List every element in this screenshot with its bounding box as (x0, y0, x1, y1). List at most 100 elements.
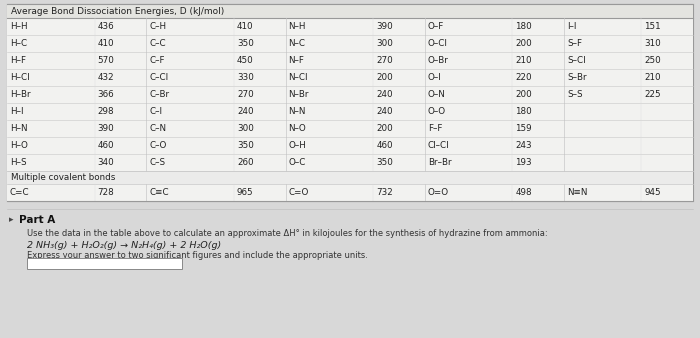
Text: 200: 200 (376, 124, 393, 133)
Bar (7, 120, 693, 137)
Text: C–I: C–I (149, 107, 162, 116)
Bar (7, 69, 693, 86)
Text: O–C: O–C (288, 158, 306, 167)
Text: Express your answer to two significant figures and include the appropriate units: Express your answer to two significant f… (27, 251, 368, 261)
Text: 436: 436 (98, 22, 114, 31)
Text: C–N: C–N (149, 124, 167, 133)
Text: O–I: O–I (428, 73, 442, 82)
Text: 298: 298 (98, 107, 114, 116)
Text: 350: 350 (376, 158, 393, 167)
Text: 300: 300 (376, 39, 393, 48)
Bar (7, 184, 693, 201)
Text: S–Cl: S–Cl (567, 56, 586, 65)
Text: 350: 350 (237, 141, 254, 150)
Text: N–Br: N–Br (288, 90, 309, 99)
Text: 728: 728 (98, 188, 114, 197)
Bar (7, 86, 693, 103)
Text: 732: 732 (376, 188, 393, 197)
Text: H–Cl: H–Cl (10, 73, 29, 82)
Text: C=C: C=C (10, 188, 29, 197)
Text: Br–Br: Br–Br (428, 158, 452, 167)
Text: C–Cl: C–Cl (149, 73, 169, 82)
Text: N–Cl: N–Cl (288, 73, 308, 82)
Text: 180: 180 (515, 22, 532, 31)
Text: 193: 193 (515, 158, 532, 167)
Text: 310: 310 (645, 39, 662, 48)
Text: C–H: C–H (149, 22, 167, 31)
Text: 460: 460 (376, 141, 393, 150)
Text: 260: 260 (237, 158, 253, 167)
Text: 159: 159 (515, 124, 532, 133)
Bar (7, 103, 693, 120)
Text: S–S: S–S (567, 90, 582, 99)
Text: 300: 300 (237, 124, 254, 133)
Text: 498: 498 (515, 188, 532, 197)
Text: H–I: H–I (10, 107, 24, 116)
Text: O=O: O=O (428, 188, 449, 197)
Text: C=O: C=O (288, 188, 309, 197)
Text: H–Br: H–Br (10, 90, 31, 99)
Bar (7, 4, 693, 201)
Text: N–N: N–N (288, 107, 306, 116)
Text: C–F: C–F (149, 56, 164, 65)
Text: C–C: C–C (149, 39, 166, 48)
Bar (7, 154, 693, 171)
Text: 460: 460 (98, 141, 114, 150)
Text: 570: 570 (98, 56, 115, 65)
Text: C–S: C–S (149, 158, 165, 167)
Text: N–H: N–H (288, 22, 306, 31)
Text: 945: 945 (645, 188, 661, 197)
Text: 200: 200 (515, 90, 532, 99)
Text: 240: 240 (376, 90, 393, 99)
Text: 410: 410 (237, 22, 253, 31)
Text: C–Br: C–Br (149, 90, 169, 99)
Text: 210: 210 (645, 73, 661, 82)
Text: 410: 410 (98, 39, 114, 48)
Text: F–F: F–F (428, 124, 442, 133)
Text: 340: 340 (98, 158, 114, 167)
Text: 366: 366 (98, 90, 114, 99)
Text: N–F: N–F (288, 56, 304, 65)
Text: 965: 965 (237, 188, 253, 197)
Bar (7, 18, 693, 35)
Text: N–C: N–C (288, 39, 305, 48)
Text: Part A: Part A (19, 215, 55, 225)
Text: Multiple covalent bonds: Multiple covalent bonds (11, 173, 116, 182)
Bar (7, 137, 693, 154)
Text: O–H: O–H (288, 141, 307, 150)
Bar (27, 258, 182, 269)
Text: 450: 450 (237, 56, 253, 65)
Text: I–I: I–I (567, 22, 576, 31)
Text: S–Br: S–Br (567, 73, 587, 82)
Text: O–O: O–O (428, 107, 446, 116)
Text: H–S: H–S (10, 158, 27, 167)
Text: 220: 220 (515, 73, 532, 82)
Bar (7, 4, 693, 18)
Text: 390: 390 (376, 22, 393, 31)
Text: 350: 350 (237, 39, 254, 48)
Text: Cl–Cl: Cl–Cl (428, 141, 449, 150)
Text: H–N: H–N (10, 124, 27, 133)
Text: 240: 240 (237, 107, 253, 116)
Text: 330: 330 (237, 73, 254, 82)
Text: ▸: ▸ (9, 216, 13, 224)
Text: 240: 240 (376, 107, 393, 116)
Bar (7, 171, 693, 184)
Text: H–H: H–H (10, 22, 27, 31)
Text: O–N: O–N (428, 90, 445, 99)
Text: 243: 243 (515, 141, 532, 150)
Text: 2 NH₃(g) + H₂O₂(g) → N₂H₄(g) + 2 H₂O(g): 2 NH₃(g) + H₂O₂(g) → N₂H₄(g) + 2 H₂O(g) (27, 241, 221, 249)
Bar (7, 52, 693, 69)
Text: 390: 390 (98, 124, 114, 133)
Text: O–Br: O–Br (428, 56, 449, 65)
Text: C≡C: C≡C (149, 188, 169, 197)
Text: H–F: H–F (10, 56, 26, 65)
Text: N–O: N–O (288, 124, 307, 133)
Text: C–O: C–O (149, 141, 167, 150)
Text: S–F: S–F (567, 39, 582, 48)
Text: 270: 270 (376, 56, 393, 65)
Text: H–O: H–O (10, 141, 28, 150)
Text: 151: 151 (645, 22, 661, 31)
Text: 200: 200 (515, 39, 532, 48)
Text: 180: 180 (515, 107, 532, 116)
